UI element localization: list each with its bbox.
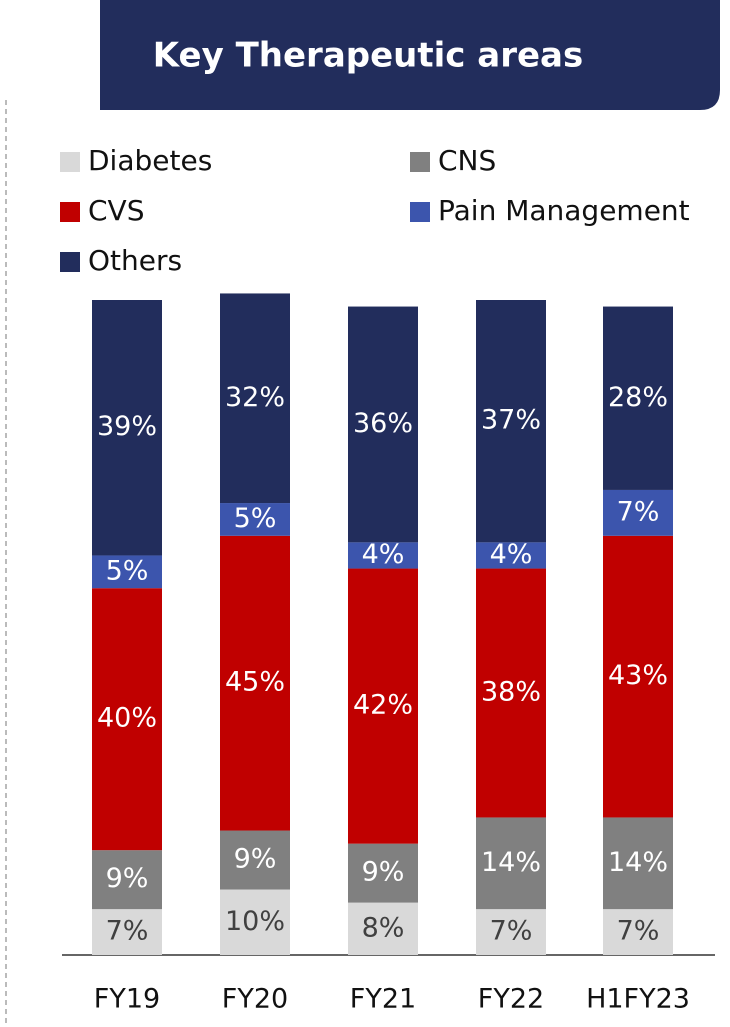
data-label: 9%: [234, 844, 277, 875]
bar-segment: [92, 909, 162, 955]
data-label: 8%: [362, 912, 405, 943]
legend-swatch: [60, 252, 80, 272]
data-label: 28%: [608, 382, 668, 413]
data-label: 4%: [490, 539, 533, 570]
x-tick-label: H1FY23: [586, 984, 690, 1015]
bar-segment: [476, 542, 546, 569]
data-label: 7%: [617, 496, 660, 527]
bar-segment: [220, 503, 290, 536]
bar-segment: [476, 817, 546, 910]
x-tick-label: FY22: [478, 984, 544, 1015]
data-label: 40%: [97, 703, 157, 734]
bar-segment: [92, 555, 162, 589]
legend-swatch: [410, 202, 430, 222]
data-label: 43%: [608, 660, 668, 691]
x-tick-label: FY21: [350, 984, 416, 1015]
bar-segment: [348, 542, 418, 569]
data-label: 4%: [362, 539, 405, 570]
bar-segment: [348, 843, 418, 903]
x-tick-label: FY19: [94, 984, 160, 1015]
legend-swatch: [60, 152, 80, 172]
legend-label: Diabetes: [88, 144, 212, 177]
bar-segment: [603, 535, 673, 818]
data-label: 45%: [225, 667, 285, 698]
data-label: 7%: [617, 916, 660, 947]
legend-swatch: [60, 202, 80, 222]
legend-label: Others: [88, 244, 182, 277]
bar-segment: [603, 817, 673, 910]
legend-label: Pain Management: [438, 194, 690, 227]
bar-segment: [603, 909, 673, 955]
bar-segment: [220, 535, 290, 831]
data-label: 39%: [97, 411, 157, 442]
data-label: 10%: [225, 906, 285, 937]
bar-segment: [348, 568, 418, 844]
data-label: 32%: [225, 382, 285, 413]
data-label: 5%: [106, 555, 149, 586]
bar-segment: [92, 588, 162, 851]
data-label: 38%: [481, 677, 541, 708]
bar-segment: [603, 306, 673, 490]
bar-segment: [348, 902, 418, 955]
bar-segment: [476, 568, 546, 818]
data-label: 14%: [608, 847, 668, 878]
data-label: 9%: [362, 857, 405, 888]
data-label: 14%: [481, 847, 541, 878]
legend-label: CNS: [438, 144, 496, 177]
data-label: 42%: [353, 690, 413, 721]
bar-segment: [348, 306, 418, 543]
data-label: 37%: [481, 405, 541, 436]
bar-segment: [476, 909, 546, 955]
title-banner: [100, 0, 720, 110]
legend-swatch: [410, 152, 430, 172]
data-label: 7%: [490, 916, 533, 947]
bar-segment: [476, 300, 546, 543]
data-label: 7%: [106, 916, 149, 947]
bar-segment: [220, 889, 290, 955]
bar-segment: [603, 489, 673, 536]
chart-title: Key Therapeutic areas: [153, 36, 583, 76]
data-label: 36%: [353, 408, 413, 439]
bar-segment: [220, 830, 290, 890]
bar-segment: [220, 293, 290, 504]
legend-label: CVS: [88, 194, 144, 227]
x-tick-label: FY20: [222, 984, 288, 1015]
data-label: 5%: [234, 503, 277, 534]
data-label: 9%: [106, 863, 149, 894]
bar-segment: [92, 850, 162, 910]
bar-segment: [92, 300, 162, 556]
